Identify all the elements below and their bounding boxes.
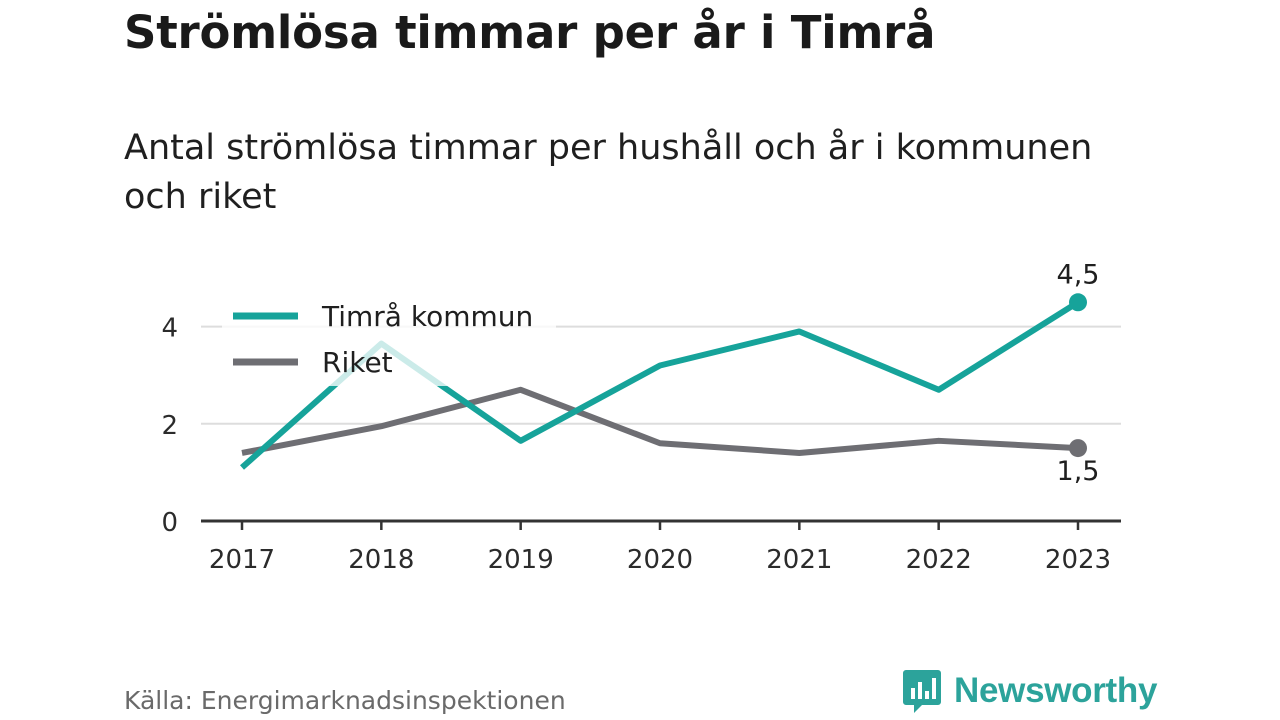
- line-chart: 0 2 4 2017 2018 2019 2020 2021 2022 2023 Timrå k…: [161, 259, 1121, 575]
- y-tick-label: 0: [161, 508, 178, 538]
- x-tick-label: 2020: [627, 545, 693, 575]
- data-label-timra: 4,5: [1057, 259, 1100, 290]
- x-tick-label: 2023: [1045, 545, 1111, 575]
- legend: Timrå kommun Riket: [222, 292, 556, 386]
- series-end-point-riket: [1069, 439, 1087, 458]
- end-labels: 4,5 1,5: [1057, 259, 1100, 487]
- y-axis-ticks: 0 2 4: [161, 314, 178, 538]
- data-label-riket: 1,5: [1057, 456, 1100, 487]
- legend-label: Timrå kommun: [321, 300, 533, 333]
- newsworthy-logo-icon: [903, 670, 941, 713]
- x-axis-ticks: 2017 2018 2019 2020 2021 2022 2023: [209, 521, 1111, 575]
- x-tick-label: 2019: [488, 545, 554, 575]
- brand-logo: Newsworthy: [902, 668, 1157, 714]
- series-end-point-timra: [1069, 293, 1087, 312]
- source-note: Källa: Energimarknadsinspektionen: [124, 686, 566, 715]
- brand-name: Newsworthy: [954, 671, 1158, 710]
- x-tick-label: 2022: [906, 545, 972, 575]
- legend-background: [222, 292, 556, 386]
- x-tick-label: 2021: [766, 545, 832, 575]
- y-tick-label: 2: [161, 411, 178, 441]
- chart-title: Strömlösa timmar per år i Timrå: [124, 6, 936, 59]
- legend-label: Riket: [322, 346, 393, 379]
- x-tick-label: 2017: [209, 545, 275, 575]
- chart-subtitle: Antal strömlösa timmar per hushåll och å…: [124, 128, 1093, 217]
- series-line-riket: [241, 386, 1079, 456]
- x-tick-label: 2018: [348, 545, 414, 575]
- y-tick-label: 4: [161, 314, 178, 344]
